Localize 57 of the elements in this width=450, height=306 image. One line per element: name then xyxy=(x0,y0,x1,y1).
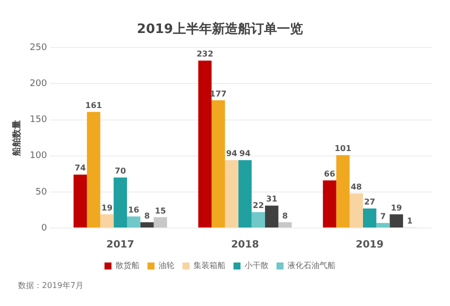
data-label: 19 xyxy=(101,203,113,212)
chart-title: 2019上半年新造船订单一览 xyxy=(136,21,304,38)
data-label: 70 xyxy=(114,166,126,176)
data-label: 15 xyxy=(154,206,166,216)
data-label: 31 xyxy=(266,194,278,204)
text: 数据：2019年7月 xyxy=(17,280,84,291)
data-label: 74 xyxy=(74,164,86,173)
data-label: 66 xyxy=(324,169,336,178)
bar xyxy=(238,160,252,228)
bar xyxy=(390,214,404,228)
bar xyxy=(100,214,114,228)
y-axis-title: 船舶数量 xyxy=(12,120,23,157)
data-label: 27 xyxy=(364,198,376,207)
bar xyxy=(376,222,390,228)
y-tick-label: 50 xyxy=(36,187,48,198)
legend-label: 集装箱船 xyxy=(194,261,226,270)
y-tick-label: 0 xyxy=(41,223,48,234)
bar xyxy=(74,174,87,228)
bar xyxy=(265,206,278,228)
legend-label: 小干散 xyxy=(244,261,268,270)
legend-label: 散货船 xyxy=(116,261,140,270)
bar xyxy=(362,208,376,228)
bar xyxy=(278,222,292,228)
legend-label: 油轮 xyxy=(158,261,174,270)
y-tick-label: 150 xyxy=(30,115,48,126)
x-tick-label: 2019 xyxy=(356,240,384,251)
data-label: 16 xyxy=(128,206,140,215)
y-tick-label: 100 xyxy=(30,151,48,162)
legend-label: 液化石油气船 xyxy=(288,261,336,270)
bar xyxy=(224,160,238,228)
data-label: 232 xyxy=(196,50,214,59)
data-label: 7 xyxy=(380,212,386,222)
bar xyxy=(140,222,154,228)
data-label: 94 xyxy=(226,149,238,158)
data-label: 48 xyxy=(350,182,362,192)
x-tick-label: 2017 xyxy=(106,240,134,251)
data-label: 161 xyxy=(85,100,102,110)
bar xyxy=(212,100,225,228)
bar xyxy=(126,216,140,228)
data-label: 1 xyxy=(406,216,413,226)
bar xyxy=(154,217,168,228)
data-label: 8 xyxy=(144,211,150,220)
data-label: 19 xyxy=(390,203,402,212)
bar xyxy=(336,155,350,228)
data-label: 22 xyxy=(252,201,264,210)
x-tick-label: 2018 xyxy=(231,240,259,251)
bar xyxy=(86,112,100,228)
data-label: 8 xyxy=(282,211,288,220)
bar xyxy=(252,212,266,228)
bar xyxy=(350,193,363,228)
bar xyxy=(114,177,127,228)
data-label: 94 xyxy=(239,149,251,158)
y-tick-label: 250 xyxy=(30,42,48,53)
bar xyxy=(322,180,336,228)
bar xyxy=(198,60,212,228)
y-tick-label: 200 xyxy=(30,79,48,90)
data-label: 101 xyxy=(334,144,352,154)
